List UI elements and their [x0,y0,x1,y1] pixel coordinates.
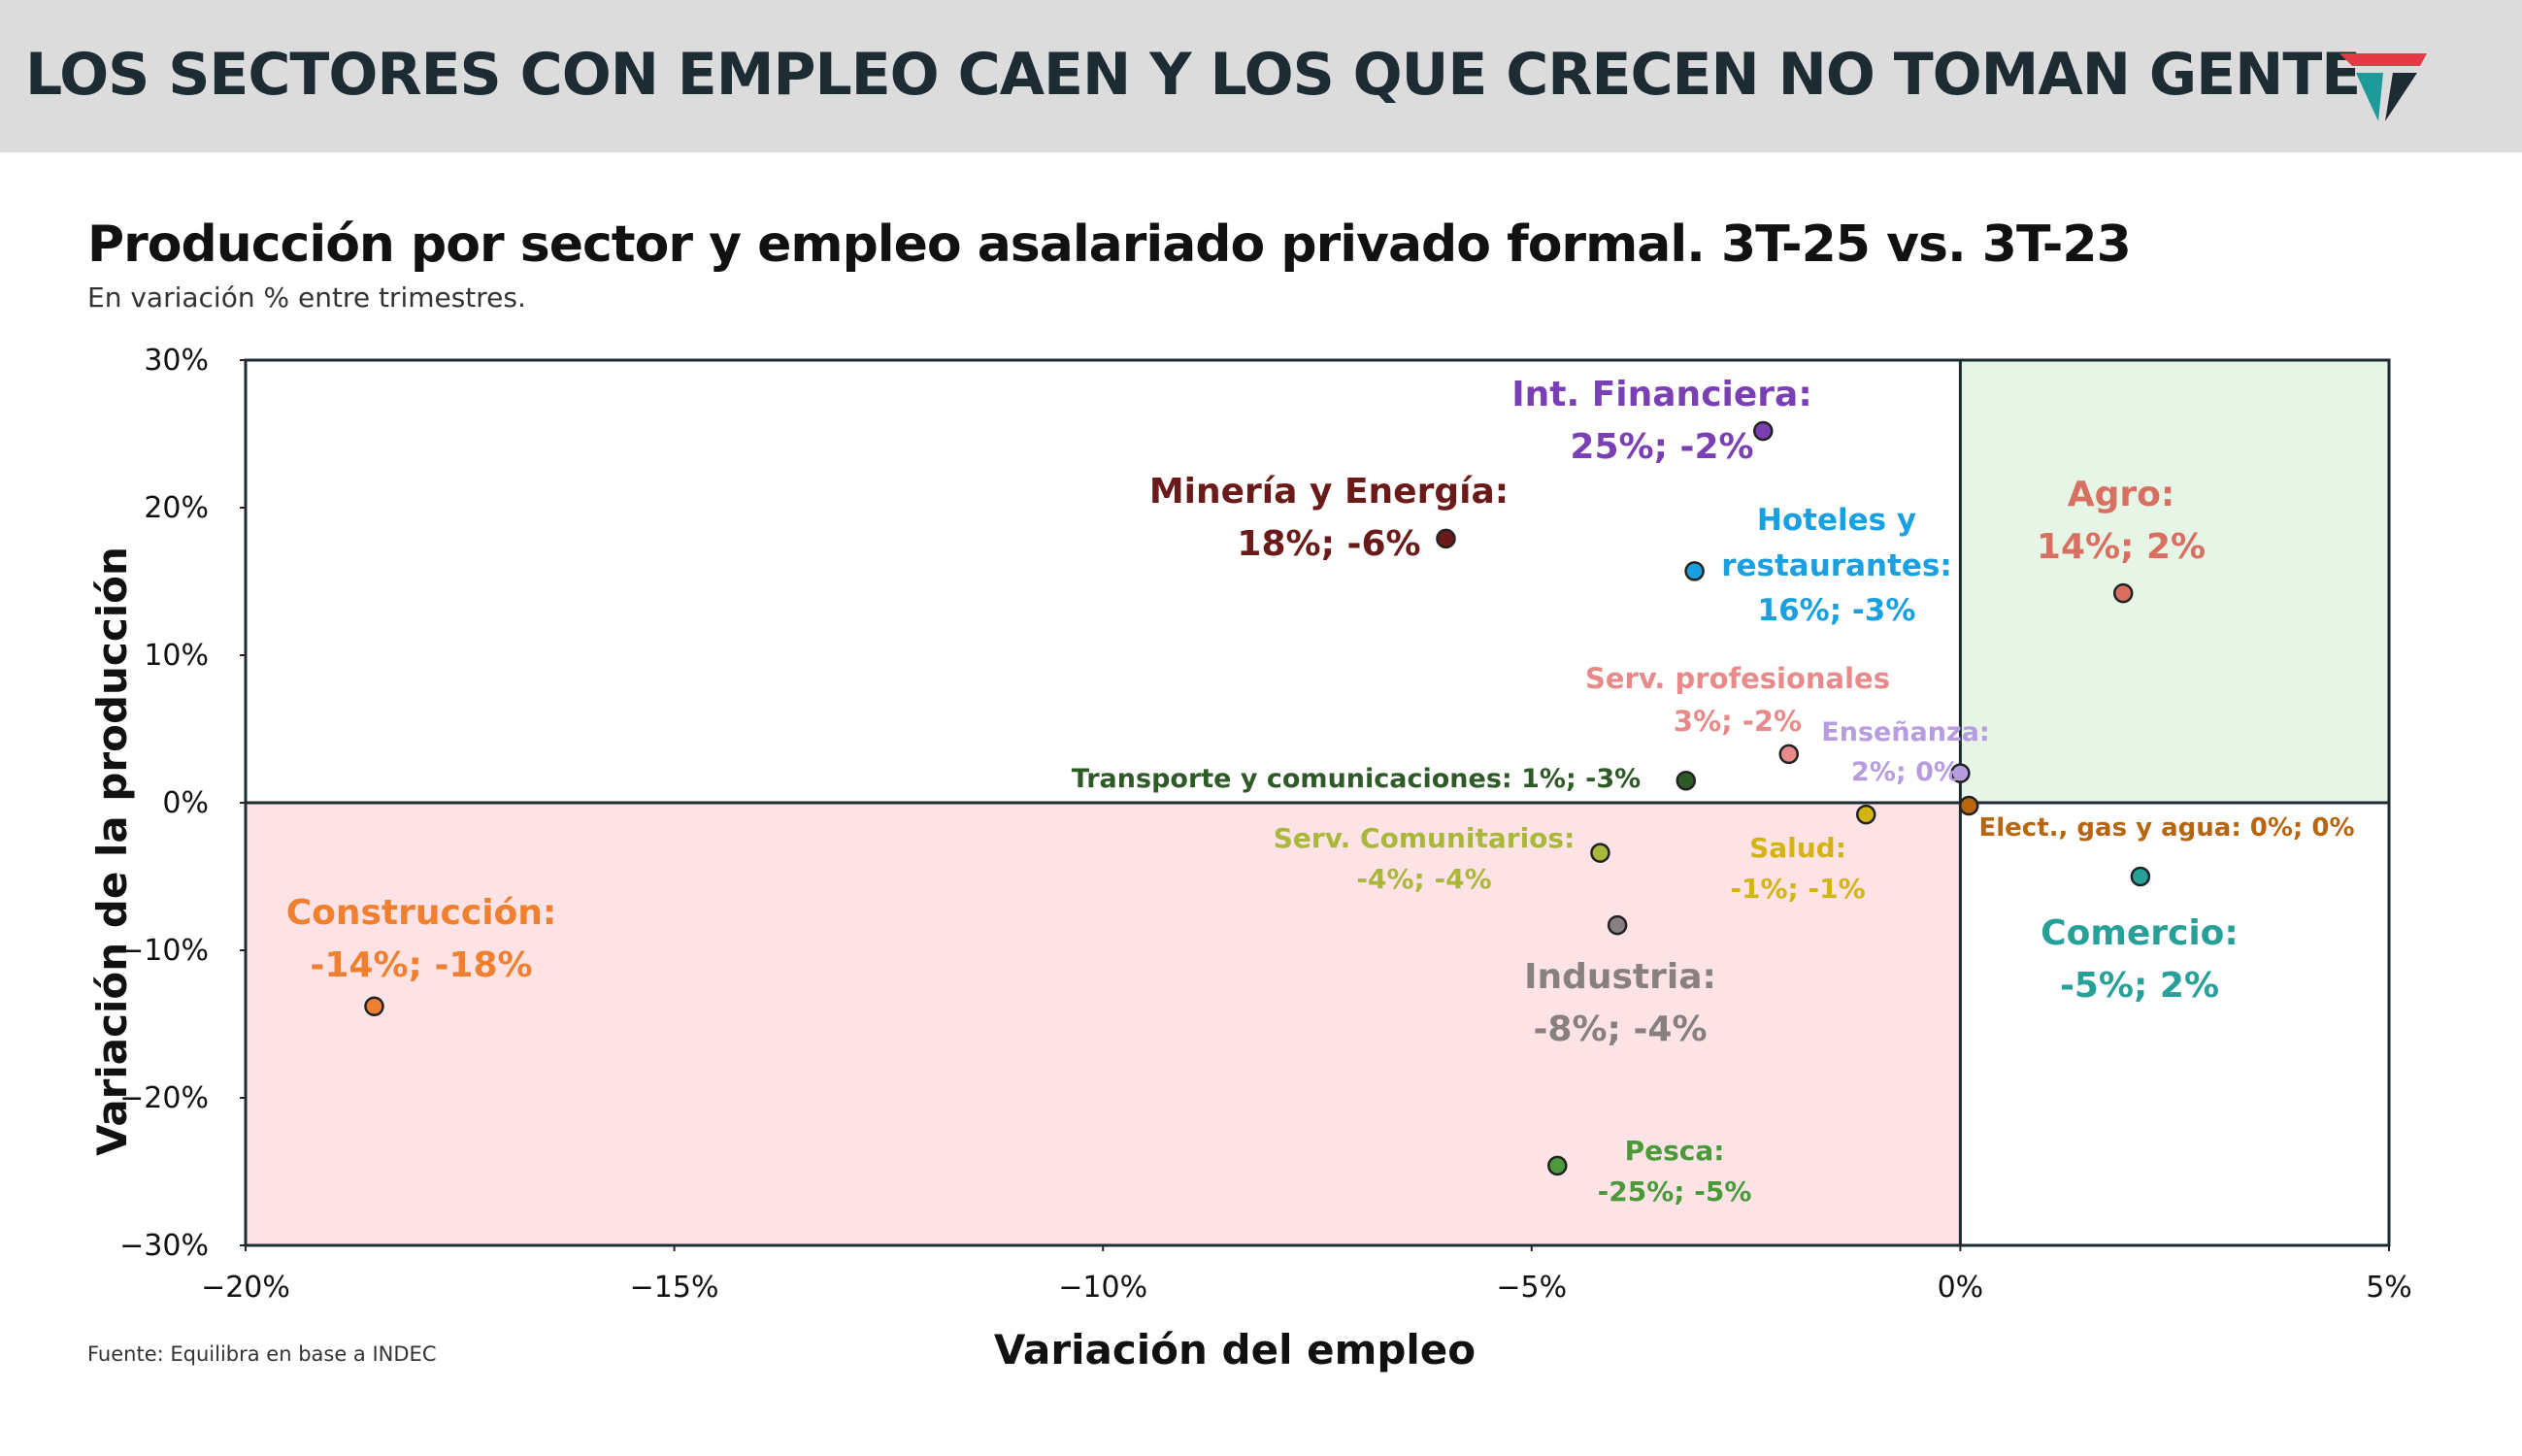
plot-frame [244,358,2391,1247]
point-label: Elect., gas y agua: 0%; 0% [1978,810,2354,847]
point [1753,420,1774,442]
label-name: Elect., gas y agua: [1978,813,2241,843]
label-name: Construcción: [285,893,557,933]
y-tick-label: 20% [144,491,209,525]
point [1958,795,1979,816]
label-value: 18%; -6% [1237,524,1421,564]
label-value: 14%; 2% [2036,527,2207,567]
label-name: Int. Financiera: [1511,375,1812,414]
point-label: Serv. Comunitarios: -4%; -4% [1274,818,1576,900]
x-tick-label: −5% [1496,1271,1567,1305]
quadrant-positive [1960,360,2389,803]
label-value: -1%; -1% [1730,873,1866,905]
point-label: Minería y Energía: 18%; -6% [1149,466,1509,571]
label-name: Transporte y comunicaciones: [1071,764,1512,794]
label-value: 1%; -3% [1521,764,1642,794]
point-label: Hoteles y restaurantes: 16%; -3% [1710,498,1963,634]
point [1778,744,1800,765]
label-value: -14%; -18% [310,945,533,985]
point-label: Salud: -1%; -1% [1730,828,1865,910]
label-name: Pesca: [1624,1135,1725,1167]
point [1547,1155,1568,1176]
point [1436,528,1456,549]
point [1676,770,1697,791]
quadrant-negative [246,803,1961,1245]
label-name: Salud: [1749,832,1846,864]
y-axis-title: Variación de la producción [88,546,136,1156]
point-label: Pesca: -25%; -5% [1598,1131,1752,1212]
label-name: Minería y Energía: [1148,472,1510,512]
point [1607,914,1628,936]
chart-title: Producción por sector y empleo asalariad… [87,215,2132,274]
point [2112,582,2134,604]
point-label: Transporte y comunicaciones: 1%; -3% [1072,760,1641,800]
x-tick-label: 5% [2366,1271,2412,1305]
point [364,996,384,1017]
label-name: Serv. profesionales [1585,662,1890,695]
point-label: Construcción: -14%; -18% [286,887,557,992]
label-value: -25%; -5% [1597,1175,1752,1208]
point-label: Agro: 14%; 2% [2037,469,2206,574]
header-bar: LOS SECTORES CON EMPLEO CAEN Y LOS QUE C… [0,0,2522,152]
point [1590,843,1610,863]
point [2130,866,2151,887]
logo [2339,53,2427,121]
y-tick-label: −20% [119,1081,209,1115]
header-title: LOS SECTORES CON EMPLEO CAEN Y LOS QUE C… [25,41,2361,109]
y-tick-label: −30% [119,1229,209,1263]
label-name: Agro: [2067,475,2175,514]
label-name: Serv. Comunitarios: [1273,822,1576,854]
label-name: Hoteles y restaurantes: [1721,503,1952,583]
y-tick-label: 10% [144,639,209,673]
label-name: Industria: [1524,957,1716,997]
point [1684,561,1705,581]
label-value: 25%; -2% [1570,427,1754,467]
y-tick-label: 0% [162,786,209,820]
x-tick-label: 0% [1938,1271,1984,1305]
point [1950,763,1971,783]
y-tick-label: 30% [144,344,209,378]
label-value: 2%; 0% [1851,756,1960,787]
point-label: Industria: -8%; -4% [1524,951,1716,1056]
point-label: Serv. profesionales 3%; -2% [1585,658,1890,743]
label-value: 16%; -3% [1757,593,1916,628]
x-tick-label: −15% [630,1271,719,1305]
label-value: 3%; -2% [1673,704,1803,738]
x-tick-label: −10% [1058,1271,1147,1305]
point-label: Int. Financiera: 25%; -2% [1511,369,1811,474]
label-name: Enseñanza: [1821,717,1990,747]
label-value: -8%; -4% [1533,1009,1708,1049]
chart-subtitle: En variación % entre trimestres. [87,281,526,314]
label-value: 0%; 0% [2249,813,2355,843]
source: Fuente: Equilibra en base a INDEC [87,1342,437,1366]
y-tick-label: −10% [119,934,209,968]
point [1855,804,1876,825]
point-label: Comercio: -5%; 2% [2041,908,2239,1012]
x-tick-label: −20% [201,1271,290,1305]
label-value: -4%; -4% [1356,863,1492,895]
point-label: Enseñanza: 2%; 0% [1821,713,1989,792]
label-value: -5%; 2% [2059,966,2220,1006]
label-name: Comercio: [2041,913,2239,953]
x-axis-title: Variación del empleo [994,1326,1476,1373]
